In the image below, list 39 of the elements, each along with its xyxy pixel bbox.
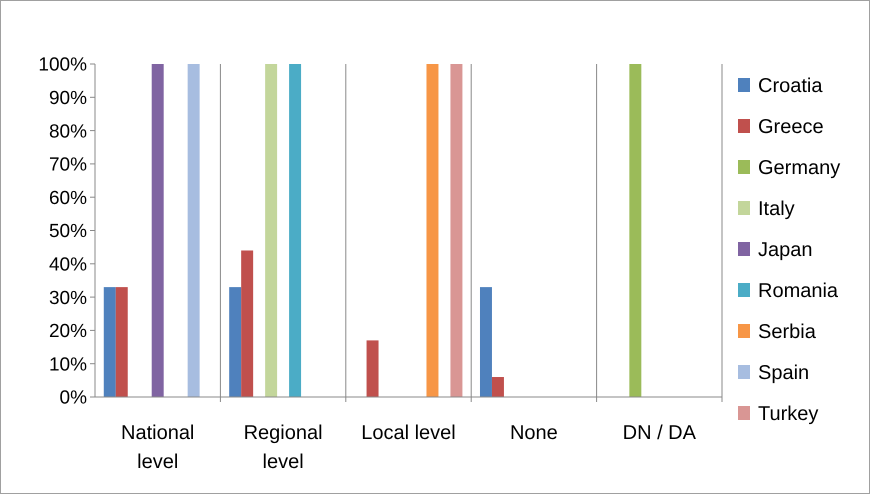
bar xyxy=(265,64,278,397)
y-tick-label: 0% xyxy=(60,388,88,409)
y-tick-label: 10% xyxy=(48,354,88,376)
bar xyxy=(366,340,379,397)
bar xyxy=(492,377,504,397)
legend-label: Japan xyxy=(758,239,812,261)
bar xyxy=(116,287,128,397)
bar xyxy=(152,64,164,397)
y-tick-label: 100% xyxy=(38,54,88,76)
legend-label: Germany xyxy=(758,157,840,179)
y-tick-label: 70% xyxy=(48,154,88,176)
x-tick-label: Local level xyxy=(361,422,456,444)
y-tick-label: 30% xyxy=(48,288,88,309)
y-tick-label: 50% xyxy=(48,221,88,242)
x-tick-label: None xyxy=(510,422,558,444)
x-tick-label: Regional level xyxy=(244,422,323,473)
bar xyxy=(450,64,462,397)
y-tick-label: 40% xyxy=(48,254,88,276)
legend-label: Romania xyxy=(758,280,839,302)
y-tick-label: 90% xyxy=(48,88,88,109)
bar xyxy=(241,250,254,397)
bar xyxy=(629,64,642,397)
legend-label: Serbia xyxy=(758,321,817,343)
bar xyxy=(188,64,200,397)
x-tick-label: DN / DA xyxy=(622,422,697,444)
bar xyxy=(289,64,302,397)
bar xyxy=(480,287,492,397)
x-tick-label: National level xyxy=(121,422,194,473)
legend-label: Croatia xyxy=(758,75,824,97)
legend-label: Italy xyxy=(758,198,795,220)
y-tick-label: 80% xyxy=(48,121,88,142)
y-tick-label: 60% xyxy=(48,188,88,209)
legend-label: Greece xyxy=(758,116,824,138)
bar xyxy=(426,64,438,397)
legend-label: Turkey xyxy=(758,403,818,425)
bar xyxy=(229,287,242,397)
legend-label: Spain xyxy=(758,362,810,384)
y-tick-label: 20% xyxy=(48,321,88,342)
bar xyxy=(104,287,116,397)
